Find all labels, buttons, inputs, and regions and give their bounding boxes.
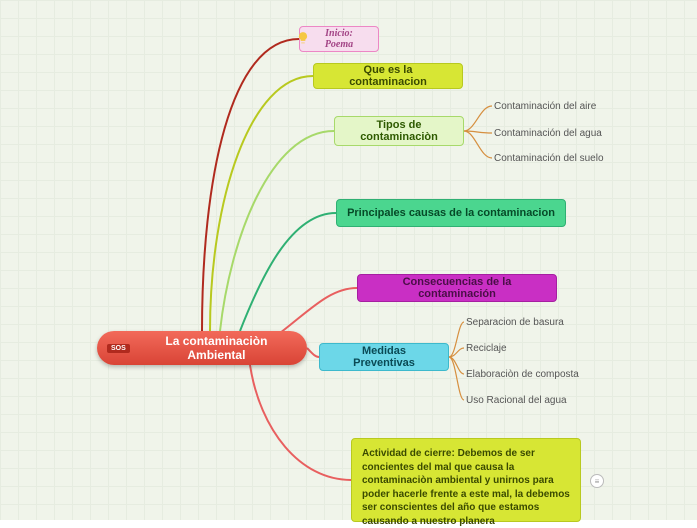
leaf-reciclaje[interactable]: Reciclaje [466,343,507,354]
branch-causas[interactable]: Principales causas de la contaminacion [336,199,566,227]
branch-label: Tipos de contaminaciòn [345,119,453,143]
root-node[interactable]: SOS La contaminaciòn Ambiental [97,331,307,365]
branch-medidas[interactable]: Medidas Preventivas [319,343,449,371]
leaf-composta[interactable]: Elaboraciòn de composta [466,369,579,380]
branch-label: Medidas Preventivas [330,345,438,369]
sos-badge: SOS [107,344,130,353]
branch-que-es[interactable]: Que es la contaminacion [313,63,463,89]
branch-label: Consecuencias de la contaminación [368,276,546,300]
branch-consecuencias[interactable]: Consecuencias de la contaminación [357,274,557,302]
leaf-uso-agua[interactable]: Uso Racional del agua [466,395,567,406]
lightbulb-icon [296,31,310,45]
branch-label: Principales causas de la contaminacion [347,207,555,219]
leaf-separacion[interactable]: Separacion de basura [466,317,564,328]
branch-label: Que es la contaminacion [324,64,452,88]
branch-inicio-poema[interactable]: Inicio: Poema [299,26,379,52]
leaf-aire[interactable]: Contaminación del aire [494,101,596,112]
note-icon[interactable]: ≡ [590,474,604,488]
branch-tipos[interactable]: Tipos de contaminaciòn [334,116,464,146]
branch-cierre[interactable]: Actividad de cierre: Debemos de ser conc… [351,438,581,522]
root-label: La contaminaciòn Ambiental [136,334,297,362]
leaf-suelo[interactable]: Contaminación del suelo [494,153,604,164]
branch-label: Inicio: Poema [310,28,368,50]
leaf-agua[interactable]: Contaminación del agua [494,128,602,139]
branch-label: Actividad de cierre: Debemos de ser conc… [362,447,570,528]
